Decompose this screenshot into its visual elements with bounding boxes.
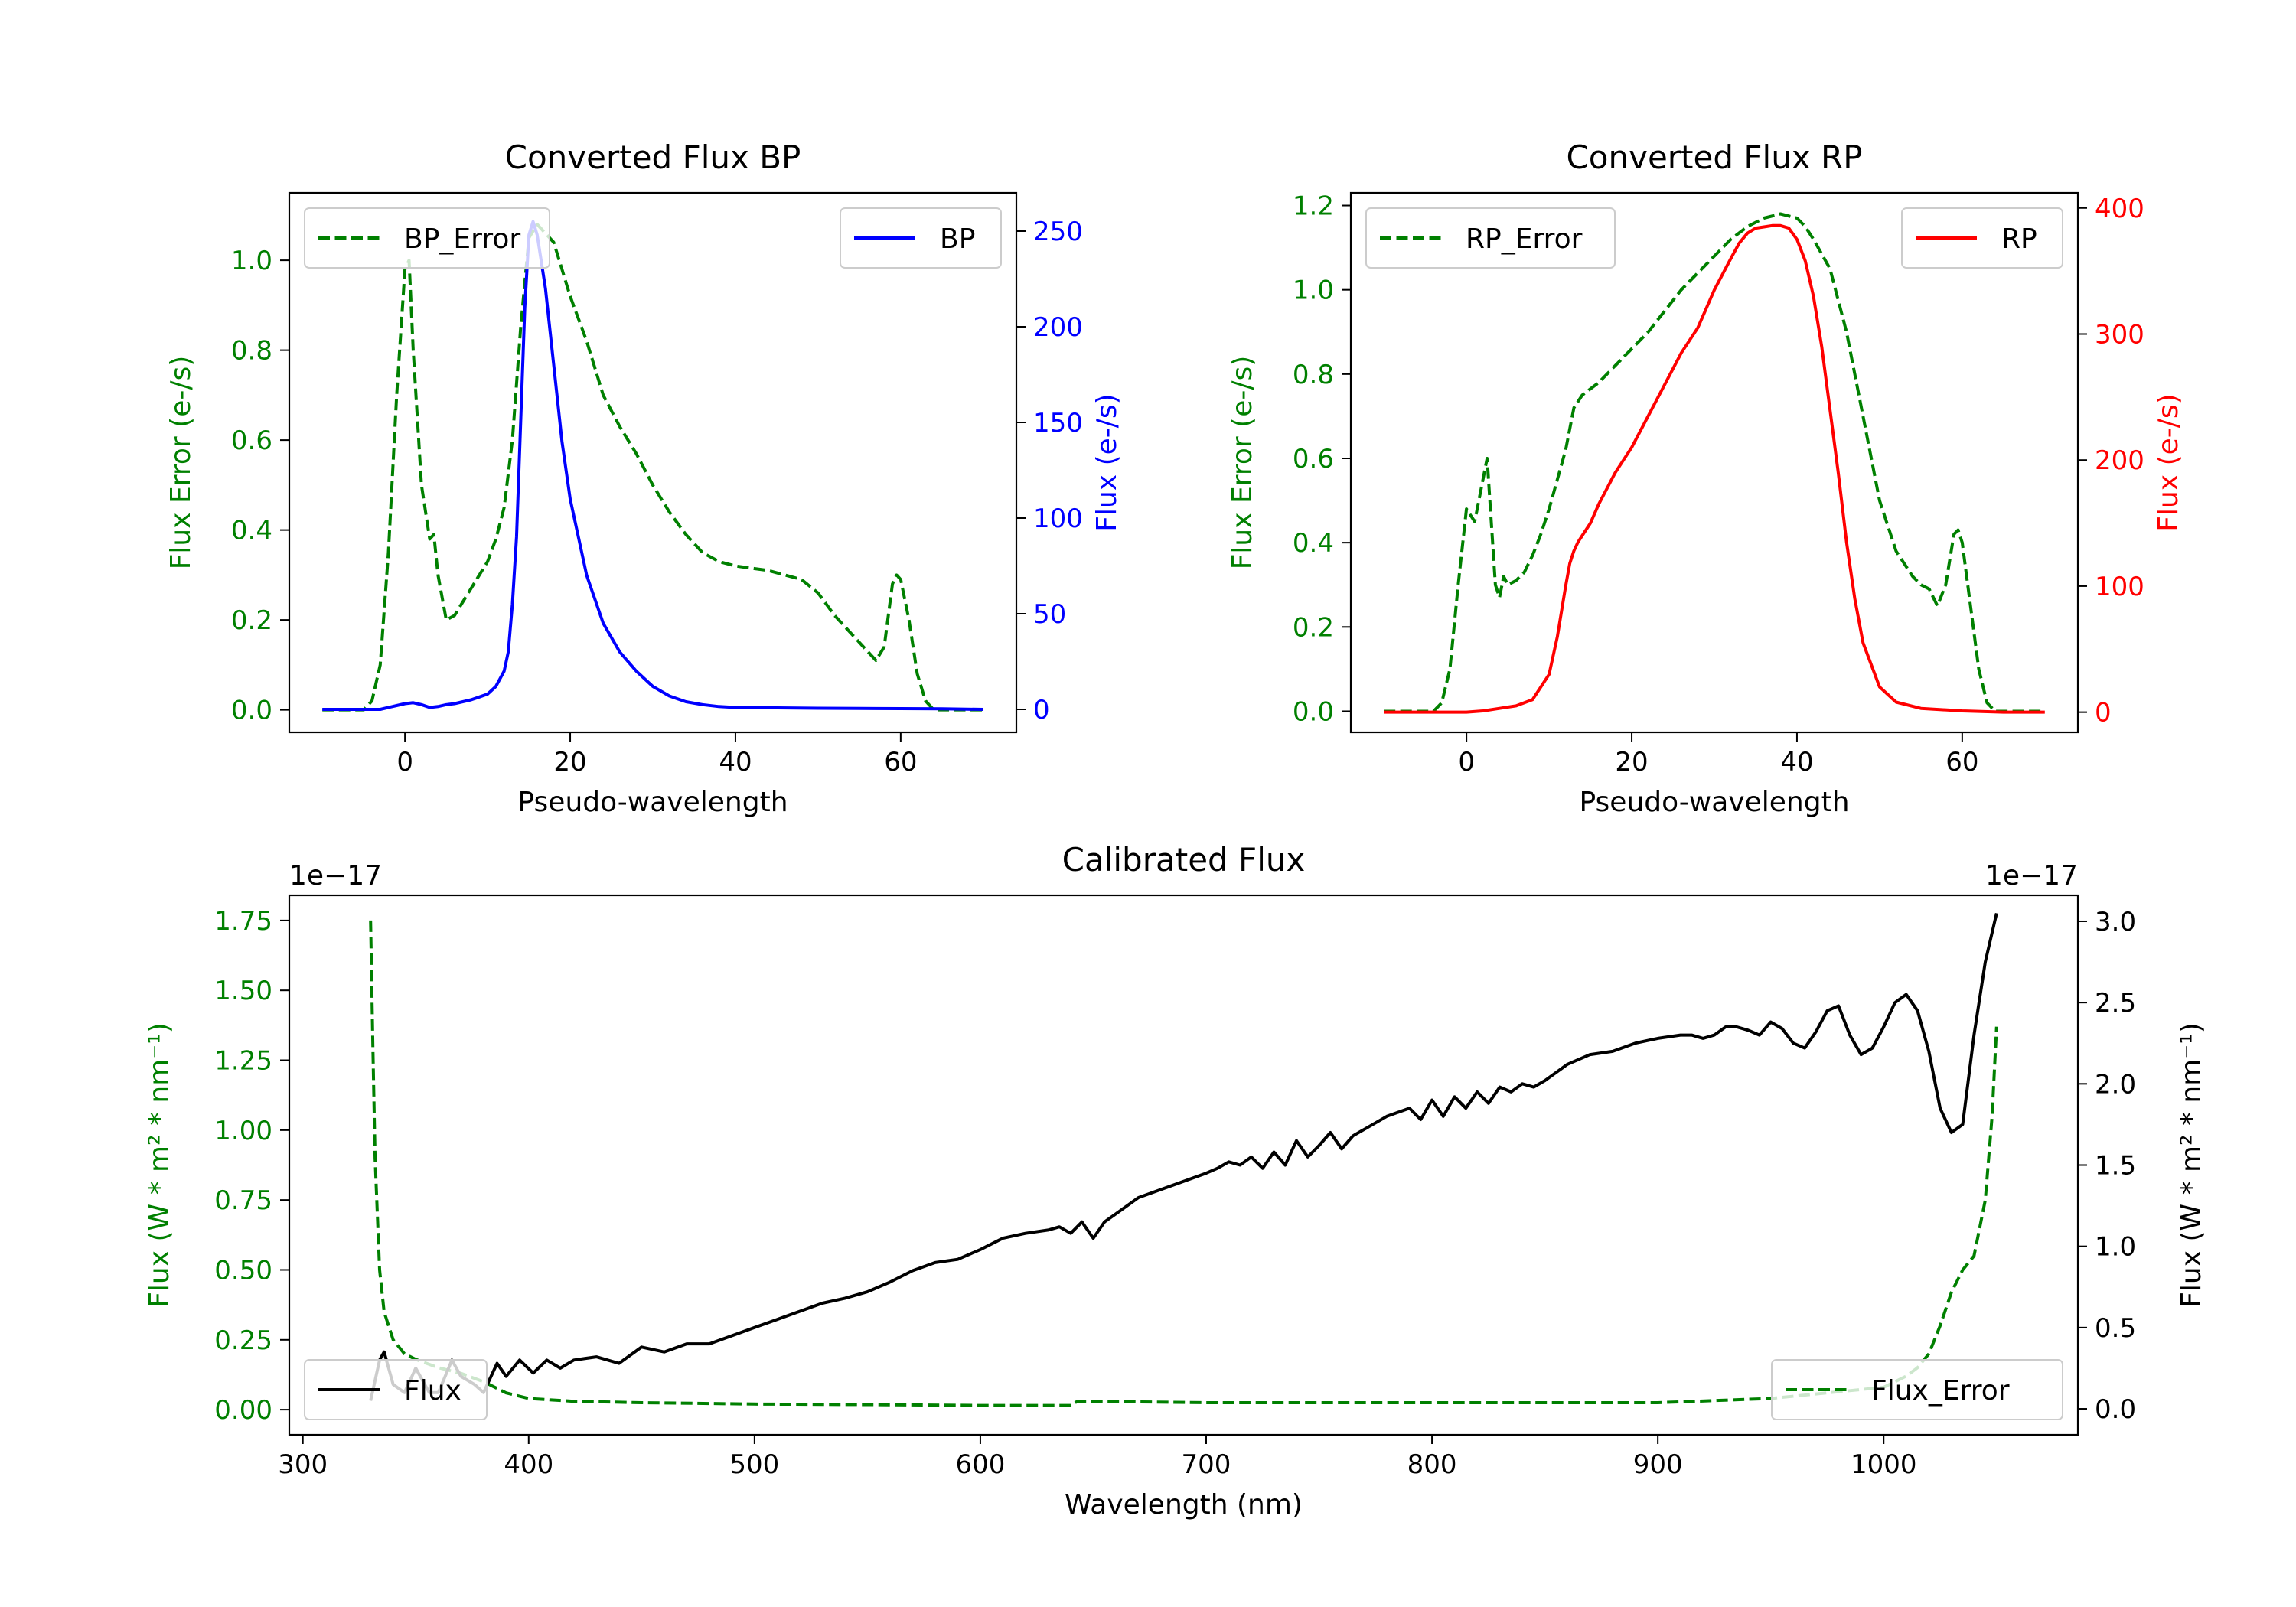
calibrated-flux-chart-panel: Calibrated Flux 300 400 500 600 700 800 900 1000… [144, 841, 2207, 1521]
y-right-tick-label: 100 [2095, 572, 2144, 602]
y-left-tick-label: 0.0 [1293, 696, 1334, 727]
legend-error-box [1365, 207, 1616, 269]
y-left-tick-label: 0.6 [231, 425, 272, 456]
legend-error-label: Flux_Error [1871, 1375, 2010, 1407]
y-right-tick-label: 250 [1033, 217, 1083, 247]
y-left-tick-label: 0.25 [214, 1325, 272, 1356]
x-tick-label: 0 [1458, 747, 1475, 777]
legend-flux-label: BP [940, 223, 975, 255]
y-left-tick-label: 0.75 [214, 1185, 272, 1216]
y-left-tick-label: 0.50 [214, 1255, 272, 1286]
legend-error-label: BP_Error [404, 223, 520, 255]
x-tick-label: 20 [553, 747, 586, 777]
y-right-tick-label: 100 [1033, 504, 1083, 534]
x-axis-label: Wavelength (nm) [1065, 1489, 1303, 1521]
chart-title: Converted Flux BP [505, 139, 801, 176]
y-left-axis-label: Flux Error (e-/s) [165, 356, 197, 570]
legend-flux-label: RP [2001, 223, 2037, 255]
y-left-tick-label: 0.2 [231, 605, 272, 636]
x-axis-label: Pseudo-wavelength [1579, 787, 1849, 818]
y-right-tick-label: 0 [2095, 698, 2112, 729]
y-right-tick-label: 50 [1033, 599, 1066, 630]
flux-series-line [369, 912, 1998, 1401]
x-tick-label: 20 [1615, 747, 1648, 777]
flux-series-line [322, 220, 983, 711]
y-left-tick-label: 0.2 [1293, 612, 1334, 643]
y-right-tick-label: 400 [2095, 194, 2144, 224]
y-left-tick-label: 0.4 [231, 516, 272, 546]
y-left-axis-label: Flux (W * m² * nm⁻¹) [144, 1022, 175, 1308]
legend-error-label: RP_Error [1466, 223, 1583, 255]
error-series-line [1384, 212, 2045, 713]
y-left-tick-label: 0.00 [214, 1395, 272, 1426]
y-left-tick-label: 0.8 [231, 336, 272, 367]
y-right-tick-label: 3.0 [2095, 907, 2136, 937]
x-tick-label: 40 [1780, 747, 1813, 777]
x-tick-label: 900 [1633, 1449, 1683, 1480]
chart-title: Converted Flux RP [1566, 139, 1862, 176]
error-series-line [322, 223, 983, 712]
y-right-axis-label: Flux (e-/s) [2153, 393, 2184, 531]
y-right-axis-label: Flux (W * m² * nm⁻¹) [2176, 1022, 2207, 1308]
y-right-tick-label: 0 [1033, 695, 1050, 725]
y-right-tick-label: 1.0 [2095, 1232, 2136, 1263]
y-left-tick-label: 1.50 [214, 976, 272, 1006]
error-series-line [369, 920, 1998, 1407]
y-left-tick-label: 1.2 [1293, 191, 1334, 222]
x-tick-label: 600 [955, 1449, 1005, 1480]
axes-frame [288, 894, 2079, 1436]
y-right-tick-label: 0.0 [2095, 1394, 2136, 1425]
legend-flux-label: Flux [404, 1375, 461, 1407]
y-right-tick-label: 150 [1033, 408, 1083, 438]
x-tick-label: 60 [884, 747, 917, 777]
legend-error-box [1771, 1359, 2063, 1420]
y-right-offset-text: 1e−17 [1985, 860, 2078, 892]
x-tick-label: 400 [504, 1449, 553, 1480]
x-tick-label: 1000 [1851, 1449, 1917, 1480]
x-tick-label: 40 [719, 747, 752, 777]
x-tick-label: 0 [396, 747, 413, 777]
y-right-tick-label: 300 [2095, 319, 2144, 350]
y-left-tick-label: 0.6 [1293, 444, 1334, 474]
rp-chart-panel: Converted Flux RP 0 20 40 60 Pseudo-wavelengt… [1227, 139, 2184, 818]
legend-flux-box [304, 1359, 488, 1420]
axes-frame [288, 191, 1018, 734]
legend-flux-box [840, 207, 1002, 269]
x-tick-label: 60 [1945, 747, 1978, 777]
y-left-tick-label: 1.25 [214, 1046, 272, 1077]
y-right-tick-label: 2.0 [2095, 1069, 2136, 1100]
flux-series-line [1384, 223, 2045, 714]
y-left-axis-label: Flux Error (e-/s) [1227, 356, 1258, 570]
y-left-offset-text: 1e−17 [289, 860, 382, 892]
x-tick-label: 500 [729, 1449, 779, 1480]
y-left-tick-label: 0.4 [1293, 528, 1334, 559]
chart-title: Calibrated Flux [1062, 841, 1306, 878]
y-right-tick-label: 200 [1033, 312, 1083, 343]
y-right-tick-label: 200 [2095, 445, 2144, 476]
y-left-tick-label: 1.75 [214, 906, 272, 937]
y-right-tick-label: 1.5 [2095, 1151, 2136, 1182]
axes-frame [1349, 191, 2079, 734]
y-left-tick-label: 1.0 [231, 246, 272, 276]
x-tick-label: 800 [1407, 1449, 1457, 1480]
x-tick-label: 700 [1182, 1449, 1231, 1480]
legend-error-box [304, 207, 550, 269]
bp-chart-panel: Converted Flux BP 0 20 40 60 Pseudo-wavelengt… [165, 139, 1123, 818]
y-left-tick-label: 0.8 [1293, 360, 1334, 390]
y-left-tick-label: 1.0 [1293, 275, 1334, 306]
legend-flux-box [1901, 207, 2063, 269]
y-left-tick-label: 0.0 [231, 696, 272, 726]
x-tick-label: 300 [278, 1449, 328, 1480]
y-left-tick-label: 1.00 [214, 1116, 272, 1146]
y-right-tick-label: 0.5 [2095, 1313, 2136, 1344]
x-axis-label: Pseudo-wavelength [517, 787, 788, 818]
y-right-tick-label: 2.5 [2095, 988, 2136, 1019]
y-right-axis-label: Flux (e-/s) [1091, 393, 1123, 531]
